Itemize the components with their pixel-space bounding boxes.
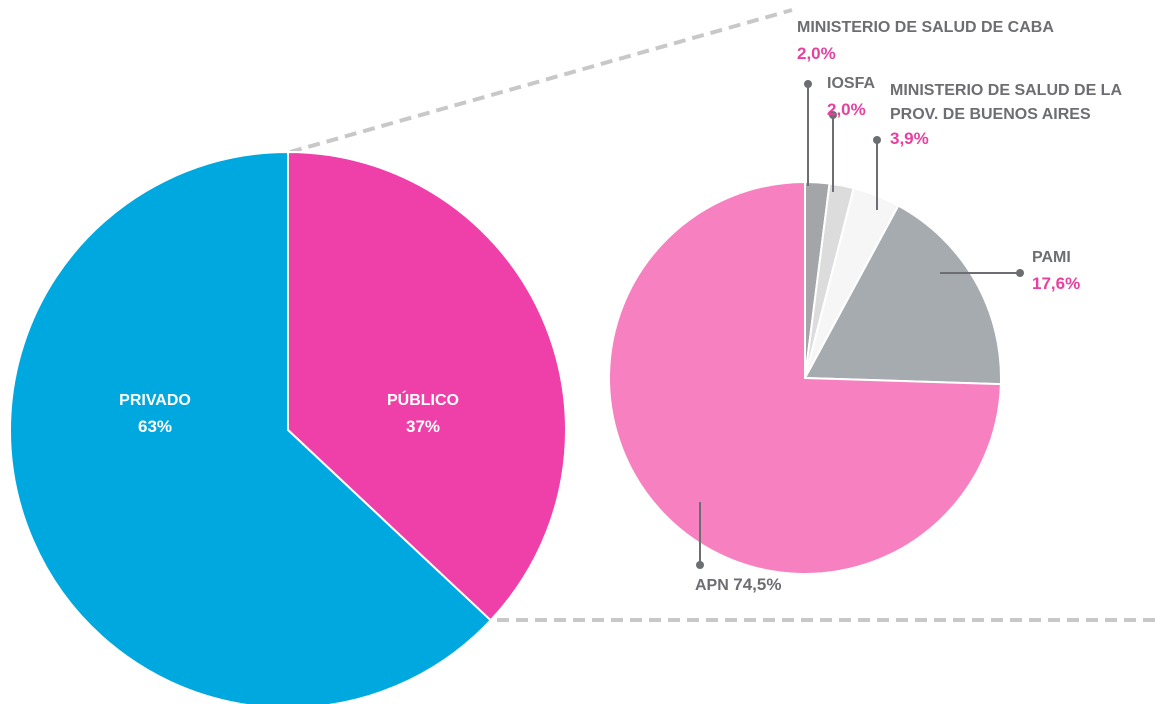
category-label: IOSFA xyxy=(827,75,876,92)
slice-label: PÚBLICO 37% xyxy=(323,388,523,440)
value-label: 37% xyxy=(405,417,441,436)
leader-dot xyxy=(804,80,812,88)
category-label: APN xyxy=(695,577,729,594)
pie-slice xyxy=(287,150,567,622)
value-label: 17,6% xyxy=(1032,274,1081,293)
pie-slice xyxy=(9,150,493,704)
value-label: 2,0% xyxy=(797,44,836,63)
leader-dot xyxy=(1016,269,1024,277)
category-label: PRIVADO xyxy=(119,392,191,409)
category-label: PÚBLICO xyxy=(387,392,459,409)
pie-slice xyxy=(608,180,1002,575)
category-label: MINISTERIO DE SALUD DE LA PROV. DE BUENO… xyxy=(890,82,1122,123)
slice-label: MINISTERIO DE SALUD DE LA PROV. DE BUENO… xyxy=(890,79,1160,151)
category-label: MINISTERIO DE SALUD DE CABA xyxy=(797,19,1054,36)
value-label: 2,0% xyxy=(827,100,866,119)
pie-slice xyxy=(803,204,1002,386)
leader-dot xyxy=(696,561,704,569)
connector-line xyxy=(289,8,793,154)
slice-label: MINISTERIO DE SALUD DE CABA 2,0% xyxy=(797,15,1157,67)
slice-label: IOSFA 2,0% xyxy=(827,71,1027,123)
slice-label: APN 74,5% xyxy=(695,572,895,599)
leader-dot xyxy=(873,136,881,144)
leader-dot xyxy=(829,111,837,119)
value-label: 3,9% xyxy=(890,129,929,148)
slice-label: PRIVADO 63% xyxy=(55,388,255,440)
value-label: 63% xyxy=(137,417,173,436)
category-label: PAMI xyxy=(1032,249,1071,266)
slice-label: PAMI 17,6% xyxy=(1032,245,1162,297)
value-label: 74,5% xyxy=(733,575,782,594)
